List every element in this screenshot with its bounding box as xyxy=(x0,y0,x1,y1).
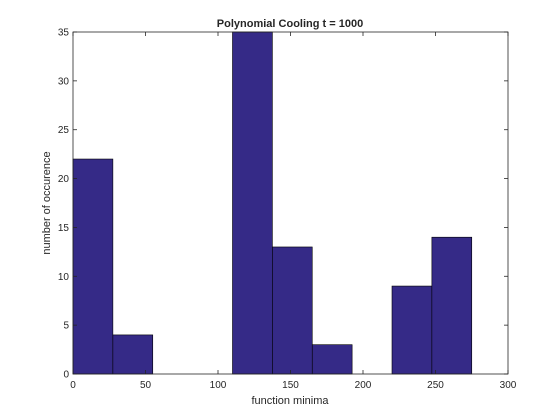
y-axis-label: number of occurence xyxy=(41,151,53,254)
y-tick-label: 0 xyxy=(63,370,69,381)
axes-group: 0 50 100 150 200 250 300 0 5 10 15 20 25 30 35 xyxy=(58,28,517,392)
x-tick-label: 200 xyxy=(355,380,372,391)
histogram-bar xyxy=(112,334,154,375)
histogram-bar xyxy=(311,344,353,375)
x-tick-label: 0 xyxy=(70,380,76,391)
y-tick-label: 30 xyxy=(58,76,70,87)
histogram-bar xyxy=(272,246,313,375)
y-tick-label: 35 xyxy=(58,28,70,39)
chart-title: Polynomial Cooling t = 1000 xyxy=(217,18,363,30)
histogram-bar xyxy=(391,285,433,375)
x-tick-label: 100 xyxy=(210,380,227,391)
histogram-bar xyxy=(431,236,473,375)
histogram-bar xyxy=(232,31,273,375)
x-tick-label: 50 xyxy=(140,380,152,391)
histogram-bar xyxy=(72,158,114,375)
y-tick-label: 10 xyxy=(58,272,70,283)
y-tick-label: 25 xyxy=(58,125,70,136)
bars-group xyxy=(72,31,473,375)
y-tick-label: 20 xyxy=(58,174,70,185)
x-tick-label: 250 xyxy=(427,380,444,391)
x-axis-label: function minima xyxy=(251,395,329,407)
x-tick-label: 300 xyxy=(500,380,517,391)
x-tick-label: 150 xyxy=(282,380,299,391)
y-tick-label: 5 xyxy=(63,321,69,332)
y-tick-label: 15 xyxy=(58,223,70,234)
